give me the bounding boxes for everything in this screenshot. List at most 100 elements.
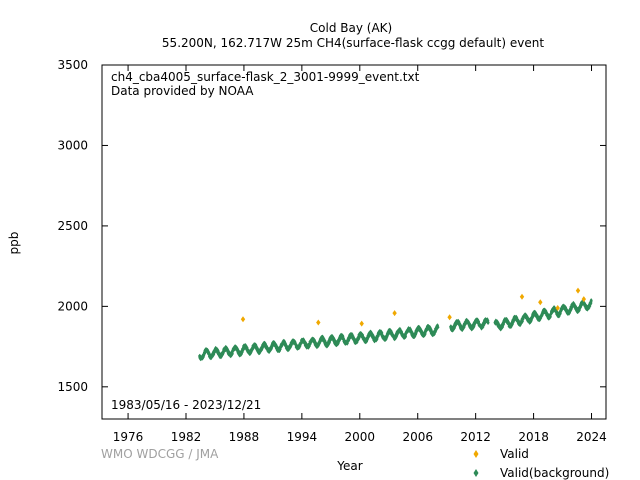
background-point [527,319,531,324]
background-point [425,325,429,331]
background-point [286,345,291,350]
background-point [395,330,399,336]
background-point [456,319,460,324]
background-point [278,344,282,350]
background-point [326,341,330,346]
background-point [392,336,396,342]
background-point [465,318,469,324]
background-point [226,349,230,354]
background-point [550,310,554,315]
background-point [533,309,537,315]
background-point [433,329,437,335]
legend-label-background: Valid(background) [500,466,609,480]
series-background-points [198,298,593,362]
background-point [449,324,453,329]
background-point [346,337,350,342]
background-point [246,348,250,354]
background-point [347,334,351,340]
background-point [309,339,313,344]
background-point [494,319,498,324]
background-point [428,326,432,332]
background-point [406,326,411,331]
y-axis-ticks: 1500 2000 2500 3000 3500 [57,58,606,394]
background-point [338,335,342,340]
background-point [206,349,210,354]
credit-text: WMO WDCGG / JMA [101,447,219,461]
background-point [477,322,481,327]
background-point [304,344,308,349]
legend-marker-background [473,469,479,477]
valid-point [519,293,525,300]
x-tick-label: 1988 [229,430,260,444]
plot-frame [101,64,607,420]
background-point [358,333,362,338]
background-point [464,320,468,326]
x-axis-ticks: 1976 1982 1988 1994 2000 2006 2012 2018 2024 [113,65,607,444]
background-point [276,348,280,354]
x-tick-label: 1994 [287,430,318,444]
valid-point [240,316,246,323]
x-tick-label: 2006 [402,430,433,444]
background-point [501,321,505,326]
background-point [288,343,292,348]
background-point [266,348,270,354]
background-point [473,319,477,324]
background-point [230,352,234,357]
background-point [418,327,422,332]
y-tick-label: 1500 [57,380,88,394]
background-point [589,301,593,306]
legend-label-valid: Valid [500,447,529,461]
background-point [327,340,331,346]
background-point [559,306,564,311]
chart-subtitle: 55.200N, 162.717W 25m CH4(surface-flask … [162,36,544,50]
background-point [312,338,316,343]
background-point [318,338,322,344]
background-point [273,343,277,348]
background-point [255,346,259,351]
background-point [449,326,453,331]
background-point [571,301,575,306]
background-point [325,342,329,347]
background-point [539,313,543,319]
background-point [545,311,549,317]
chart-title: Cold Bay (AK) [310,21,392,35]
background-point [364,337,368,342]
background-point [208,354,212,359]
background-point [523,312,527,318]
background-point [547,315,552,320]
y-tick-label: 3000 [57,138,88,152]
background-point [382,336,386,341]
background-point [239,350,243,356]
background-point [261,342,265,348]
x-tick-label: 2024 [576,430,607,444]
annotation-file: ch4_cba4005_surface-flask_2_3001-9999_ev… [111,70,420,84]
background-point [582,301,586,306]
background-point [313,341,317,346]
background-point [272,340,276,345]
background-point [515,316,519,321]
valid-point [359,320,364,327]
background-point [214,347,218,352]
background-point [368,330,372,335]
background-point [578,303,583,308]
background-point [420,331,425,336]
background-point [568,309,572,314]
valid-point [581,296,586,303]
annotation-provider: Data provided by NOAA [111,84,254,98]
x-tick-label: 2012 [460,430,491,444]
background-point [553,307,557,313]
background-point [353,338,357,343]
background-point [223,347,227,352]
background-point [374,335,378,340]
background-point [377,329,381,335]
background-point [484,319,488,324]
background-point [255,344,259,350]
background-point [284,345,288,351]
background-point [495,320,499,326]
background-point [430,332,435,337]
x-tick-label: 2000 [345,430,376,444]
background-point [360,334,364,340]
background-point [484,317,489,323]
background-point [371,336,375,341]
